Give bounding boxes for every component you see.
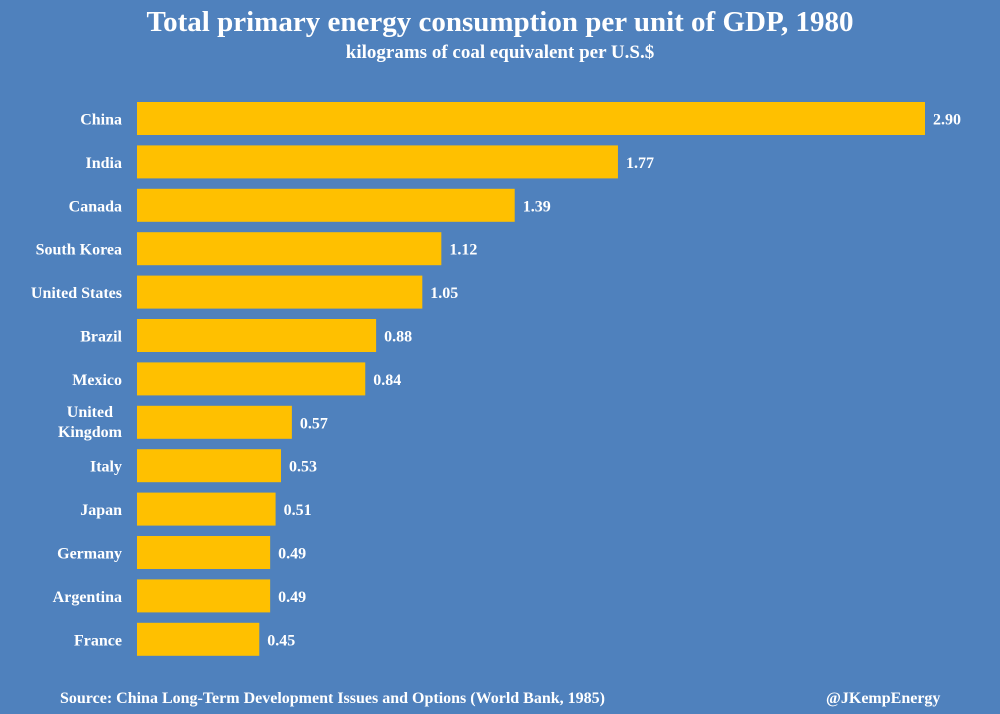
category-label: Brazil [80,329,122,346]
bar-india [137,145,618,179]
category-label: Germany [57,546,122,563]
category-label: Italy [90,459,122,476]
value-label: 0.49 [278,546,306,563]
chart-title: Total primary energy consumption per uni… [146,6,854,38]
value-label: 0.51 [284,502,312,519]
category-label: Canada [69,198,122,215]
value-label: 0.53 [289,459,317,476]
category-label: China [80,112,122,129]
category-label: United Kingdom [58,404,123,441]
credit-handle: @JKempEnergy [826,690,941,707]
bar-south-korea [137,232,442,266]
bar-mexico [137,362,366,396]
value-label: 0.88 [384,329,412,346]
bar-brazil [137,319,377,352]
source-note: Source: China Long-Term Development Issu… [60,690,605,707]
value-label: 1.05 [430,285,458,302]
value-label: 1.12 [449,242,477,259]
category-label: Japan [80,502,122,519]
bar-united-kingdom [137,405,292,439]
bar-argentina [137,579,271,613]
bar-china [137,102,925,135]
category-label: India [86,155,122,172]
category-label: United States [31,285,122,302]
bar-italy [137,449,282,483]
value-label: 0.84 [373,372,401,389]
value-label: 0.57 [300,415,328,432]
value-label: 0.49 [278,589,306,606]
value-label: 1.77 [626,155,654,172]
category-label: South Korea [36,242,122,259]
category-label: France [74,632,122,649]
bar-germany [137,536,271,569]
bar-france [137,622,260,656]
value-label: 0.45 [267,632,295,649]
category-label: Argentina [53,589,122,606]
bar-japan [137,492,276,526]
bar-united-states [137,275,423,309]
value-label: 2.90 [933,112,961,129]
value-label: 1.39 [523,198,551,215]
category-label: Mexico [72,372,122,389]
chart-subtitle: kilograms of coal equivalent per U.S.$ [345,42,655,63]
bar-canada [137,188,515,222]
